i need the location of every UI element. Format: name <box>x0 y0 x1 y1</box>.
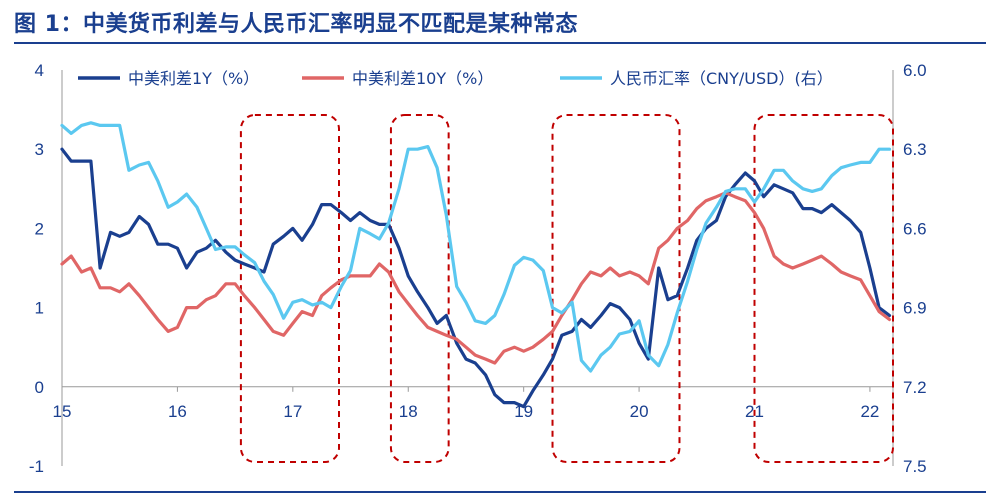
x-tick-label: 21 <box>745 402 764 421</box>
x-tick-label: 17 <box>283 402 302 421</box>
title-rule <box>14 42 986 44</box>
x-tick-label: 19 <box>514 402 533 421</box>
legend-label-0: 中美利差1Y（%） <box>128 69 259 88</box>
bottom-rule <box>14 491 986 493</box>
x-tick-label: 22 <box>860 402 879 421</box>
y-right-tick-label: 7.5 <box>903 457 927 476</box>
legend-label-2: 人民币汇率（CNY/USD）(右） <box>610 69 833 88</box>
series-line-1 <box>60 191 892 365</box>
y-right-tick-label: 7.2 <box>903 378 927 397</box>
y-left-tick-label: 0 <box>35 378 44 397</box>
x-tick-label: 16 <box>168 402 187 421</box>
y-left-tick-label: 1 <box>35 299 44 318</box>
x-tick-label: 20 <box>630 402 649 421</box>
y-right-tick-label: 6.6 <box>903 219 927 238</box>
y-left-tick-label: 4 <box>35 61 44 80</box>
highlight-period-box <box>239 114 340 463</box>
highlight-period-box <box>389 114 450 463</box>
y-left-tick-label: -1 <box>29 457 44 476</box>
chart-title: 图 1：中美货币利差与人民币汇率明显不匹配是某种常态 <box>14 12 578 37</box>
y-left-tick-label: 3 <box>35 140 44 159</box>
legend-label-1: 中美利差10Y（%） <box>352 69 493 88</box>
x-tick-label: 18 <box>399 402 418 421</box>
y-right-tick-label: 6.3 <box>903 140 927 159</box>
highlight-period-box <box>551 114 681 463</box>
highlight-period-box <box>753 114 894 463</box>
y-right-tick-label: 6.0 <box>903 61 927 80</box>
y-left-tick-label: 2 <box>35 219 44 238</box>
x-tick-label: 15 <box>53 402 72 421</box>
y-right-tick-label: 6.9 <box>903 299 927 318</box>
series-line-0 <box>60 147 892 409</box>
series-line-2 <box>60 121 892 373</box>
